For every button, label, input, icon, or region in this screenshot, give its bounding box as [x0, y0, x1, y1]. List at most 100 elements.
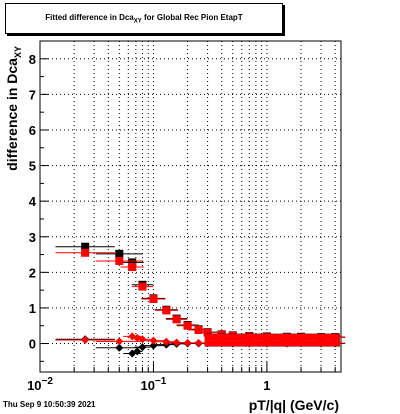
data-point — [245, 340, 252, 347]
data-point — [262, 334, 269, 341]
data-point — [149, 336, 158, 345]
data-point — [81, 248, 90, 257]
data-point — [115, 337, 124, 346]
data-point — [115, 256, 124, 265]
y-tick-label: 6 — [29, 123, 36, 138]
data-point — [296, 340, 303, 347]
y-axis-title: difference in DcaXY — [4, 46, 23, 171]
data-point — [299, 340, 306, 347]
data-point — [269, 334, 276, 341]
data-point — [115, 249, 124, 258]
data-point — [221, 340, 228, 347]
data-point — [211, 340, 218, 347]
data-point — [289, 334, 296, 341]
data-point — [262, 340, 269, 347]
data-point — [279, 340, 286, 347]
data-point — [248, 334, 255, 341]
data-point — [316, 334, 323, 341]
x-tick-label: 10−1 — [141, 376, 167, 393]
data-point — [293, 340, 300, 347]
data-point — [183, 338, 192, 347]
data-point — [218, 340, 225, 347]
data-point — [224, 340, 231, 347]
data-point — [306, 334, 313, 341]
x-tick-label: 1 — [263, 378, 270, 393]
data-point — [289, 340, 296, 347]
timestamp: Thu Sep 9 10:50:39 2021 — [3, 400, 96, 409]
data-point — [214, 334, 221, 341]
data-point — [235, 334, 242, 341]
data-point — [149, 295, 158, 304]
data-point — [316, 340, 323, 347]
data-point — [282, 340, 289, 347]
data-point — [320, 340, 327, 347]
data-point — [293, 334, 300, 341]
data-point — [228, 334, 235, 341]
data-point — [138, 335, 147, 344]
x-tick-label: 10−2 — [27, 376, 53, 393]
data-point — [221, 334, 228, 341]
data-point — [255, 334, 262, 341]
data-point — [231, 340, 238, 347]
data-point — [228, 340, 235, 347]
x-axis-title: pT/|q| (GeV/c) — [249, 397, 339, 413]
data-point — [183, 321, 192, 330]
data-point — [333, 334, 340, 341]
data-point — [115, 343, 124, 352]
chart-title: Fitted difference in DcaXY for Global Re… — [45, 12, 243, 25]
data-point — [207, 334, 214, 341]
data-point — [224, 334, 231, 341]
data-point — [327, 334, 334, 341]
data-point — [242, 334, 249, 341]
data-point — [259, 334, 266, 341]
data-point — [149, 341, 158, 350]
y-tick-label: 2 — [29, 265, 36, 280]
data-point — [272, 340, 279, 347]
data-point — [81, 242, 90, 251]
data-point — [133, 347, 142, 356]
data-point — [282, 334, 289, 341]
data-point — [138, 282, 147, 291]
data-point — [203, 328, 212, 337]
data-point — [235, 340, 242, 347]
data-point — [299, 334, 306, 341]
data-point — [320, 334, 327, 341]
data-point — [194, 326, 203, 335]
data-point — [231, 334, 238, 341]
data-point — [327, 340, 334, 347]
data-point — [128, 263, 137, 272]
data-point — [259, 340, 266, 347]
data-point — [214, 340, 221, 347]
data-point — [245, 334, 252, 341]
y-tick-label: 5 — [29, 159, 36, 174]
data-point — [323, 334, 330, 341]
data-point — [128, 258, 137, 267]
data-point — [313, 340, 320, 347]
data-point — [303, 340, 310, 347]
plot-frame — [39, 40, 342, 373]
y-tick-label: 0 — [29, 337, 36, 352]
data-point — [218, 334, 225, 341]
data-point — [162, 306, 171, 315]
data-point — [272, 334, 279, 341]
data-point — [238, 340, 245, 347]
y-tick-label: 7 — [29, 87, 36, 102]
data-point — [81, 335, 90, 344]
y-tick-label: 1 — [29, 301, 36, 316]
data-point — [204, 334, 211, 341]
data-point — [310, 340, 317, 347]
y-tick-label: 8 — [29, 52, 36, 67]
data-point — [276, 334, 283, 341]
data-point — [286, 340, 293, 347]
data-point — [248, 340, 255, 347]
data-point — [162, 337, 171, 346]
data-point — [138, 343, 147, 352]
data-point — [238, 334, 245, 341]
data-point — [255, 340, 262, 347]
data-point — [330, 334, 337, 341]
data-point — [330, 340, 337, 347]
data-point — [242, 340, 249, 347]
data-point — [323, 340, 330, 347]
data-point — [310, 334, 317, 341]
